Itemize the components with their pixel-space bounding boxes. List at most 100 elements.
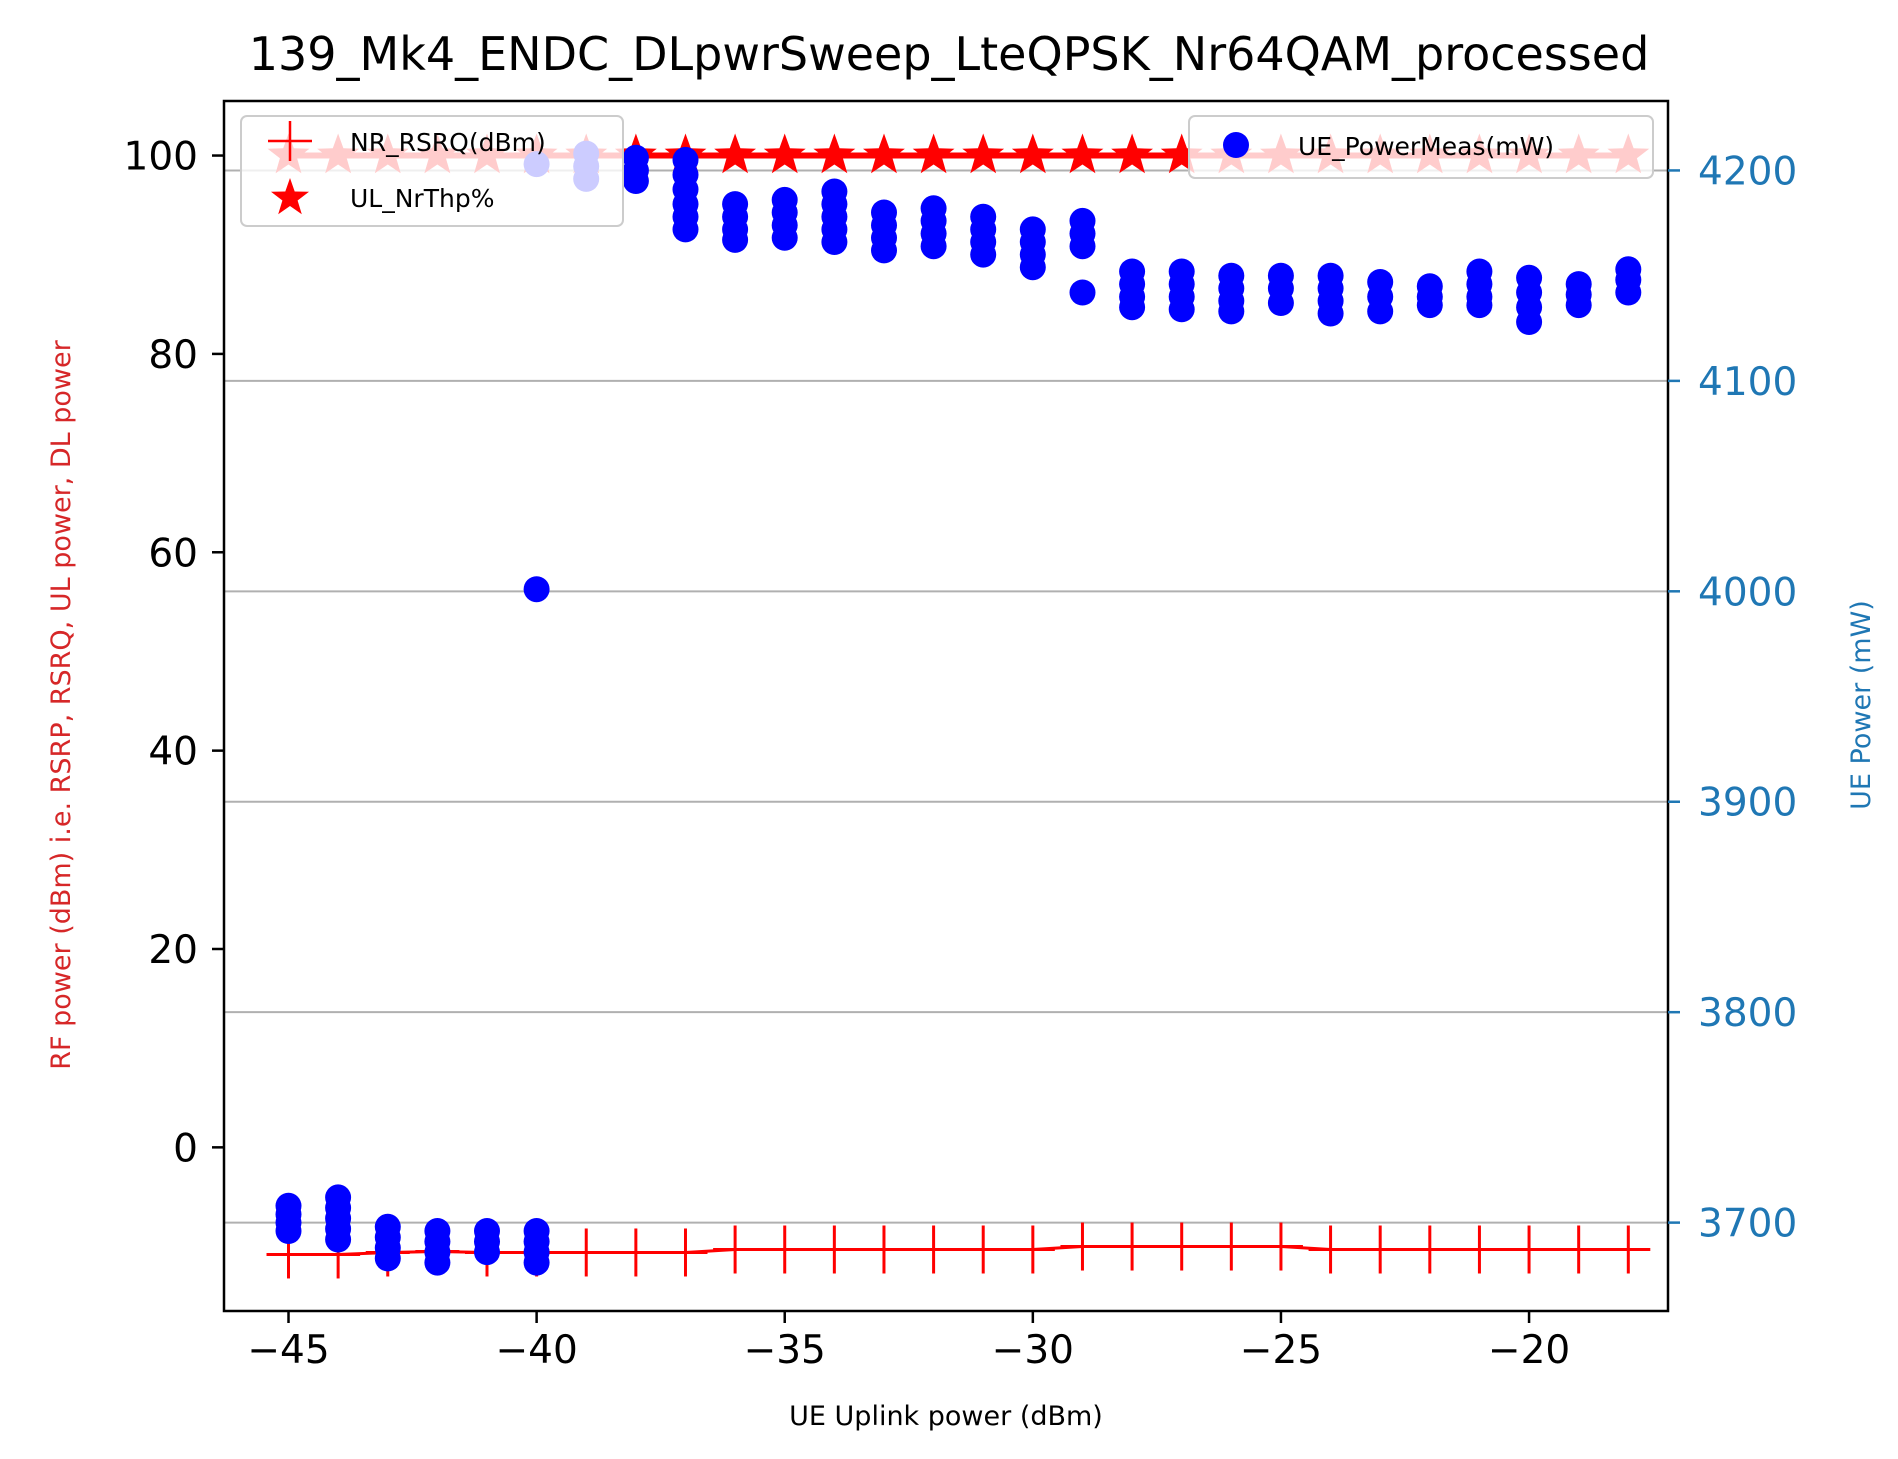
ue-power-point	[1367, 298, 1394, 325]
nr-rsrq-point	[1110, 1222, 1155, 1271]
left-y-tick-label: 100	[124, 135, 198, 180]
plot-frame	[222, 99, 1670, 1313]
ue-power-point	[523, 576, 550, 603]
x-axis: −45 −40 −35 −30 −25 −20	[247, 1311, 1570, 1373]
left-y-tick-label: 40	[148, 730, 198, 775]
ue-power-point	[1516, 309, 1543, 335]
ue-power-point	[970, 241, 997, 268]
ue-power-point	[1119, 294, 1146, 321]
ue-power-point	[1615, 279, 1642, 306]
ue-power-point	[1267, 290, 1294, 316]
ue-power-point	[523, 1249, 550, 1276]
ue-power-point	[1466, 292, 1493, 319]
nr-rsrq-point	[564, 1228, 609, 1277]
ue-power-point	[374, 1245, 401, 1272]
nr-rsrq-point	[1159, 1222, 1204, 1271]
left-y-axis: 0 20 40 60 80 100	[124, 135, 224, 1171]
ul-nrthp-point	[714, 133, 756, 174]
nr-rsrq-point	[663, 1228, 708, 1277]
nr-rsrq-point	[1209, 1222, 1254, 1271]
nr-rsrq-point	[1308, 1225, 1353, 1274]
nr-rsrq-point	[1258, 1222, 1303, 1271]
right-y-axis-label: UE Power (mW)	[1846, 600, 1877, 810]
ul-nrthp-point	[813, 133, 856, 174]
ul-nrthp-point	[1011, 133, 1054, 174]
nr-rsrq-point	[812, 1225, 857, 1274]
left-y-axis-label: RF power (dBm) i.e. RSRP, RSRQ, UL power…	[46, 339, 77, 1069]
x-tick-label: −40	[495, 1328, 577, 1373]
ue-power-point	[1317, 300, 1344, 327]
ue-power-point	[1069, 279, 1096, 306]
ue-power-point	[275, 1218, 302, 1244]
ue-power-point	[424, 1249, 451, 1276]
nr-rsrq-point	[762, 1225, 807, 1274]
nr-rsrq-point	[1457, 1225, 1502, 1274]
x-tick-label: −45	[247, 1328, 329, 1373]
nr-rsrq-point	[1407, 1225, 1452, 1274]
legend-ul-nrthp-label: UL_NrThp%	[350, 184, 494, 213]
ue-power-point	[325, 1226, 352, 1253]
nr-rsrq-point	[713, 1225, 758, 1274]
legend-nr-rsrq-label: NR_RSRQ(dBm)	[350, 128, 546, 157]
nr-rsrq-point	[1507, 1225, 1552, 1274]
nr-rsrq-point	[613, 1228, 658, 1277]
ue-power-point	[771, 224, 798, 251]
ue-power-point	[622, 168, 649, 194]
x-tick-label: −20	[1488, 1328, 1570, 1373]
ue-power-point	[1416, 292, 1443, 319]
right-y-axis: 3700 3800 3900 4000 4100 4200	[1668, 149, 1797, 1247]
x-tick-label: −25	[1240, 1328, 1322, 1373]
right-y-tick-label: 4000	[1698, 570, 1797, 615]
legend-ue-power-label: UE_PowerMeas(mW)	[1298, 132, 1554, 161]
nr-rsrq-point	[1358, 1225, 1403, 1274]
legend-right: UE_PowerMeas(mW)	[1188, 115, 1654, 179]
ue-power-point	[722, 226, 749, 253]
legend-right-box	[1188, 115, 1654, 179]
right-y-tick-label: 3900	[1698, 781, 1797, 826]
ul-nrthp-point	[1061, 133, 1104, 174]
legend-ul-nrthp-marker	[271, 178, 309, 215]
x-axis-label: UE Uplink power (dBm)	[789, 1401, 1103, 1432]
legend-ue-power-marker	[1223, 132, 1249, 158]
nr-rsrq-point	[1606, 1225, 1651, 1274]
ue-power-point	[1218, 298, 1245, 325]
left-y-tick-label: 80	[148, 333, 198, 378]
ue-power-point	[672, 216, 699, 243]
nr-rsrq-point	[1556, 1225, 1601, 1274]
nr-rsrq-point	[1060, 1222, 1105, 1271]
ul-nrthp-point	[962, 133, 1005, 174]
left-y-tick-label: 60	[148, 531, 198, 576]
ue-power-point	[920, 233, 947, 260]
ue-power-point	[1019, 254, 1046, 281]
x-tick-label: −30	[992, 1328, 1074, 1373]
right-y-tick-label: 4200	[1698, 149, 1797, 194]
ue-power-point	[1565, 292, 1592, 319]
right-y-tick-label: 4100	[1698, 360, 1797, 405]
right-y-tick-label: 3800	[1698, 991, 1797, 1036]
ue-power-point	[1069, 233, 1096, 260]
ul-nrthp-point	[1160, 133, 1203, 174]
legend-nr-rsrq-marker	[268, 121, 312, 161]
left-y-tick-label: 20	[148, 928, 198, 973]
legend-left: NR_RSRQ(dBm) UL_NrThp%	[240, 115, 624, 227]
right-y-tick-label: 3700	[1698, 1202, 1797, 1247]
ue-power-point	[474, 1239, 500, 1266]
nr-rsrq-point	[911, 1225, 956, 1274]
ue-power-point	[821, 229, 848, 255]
ul-nrthp-point	[863, 133, 905, 174]
nr-rsrq-point	[1010, 1225, 1055, 1274]
x-tick-label: −35	[744, 1328, 826, 1373]
ue-power-point	[1168, 296, 1195, 323]
nr-rsrq-point	[961, 1225, 1006, 1274]
chart-title: 139_Mk4_ENDC_DLpwrSweep_LteQPSK_Nr64QAM_…	[249, 27, 1650, 81]
ul-nrthp-point	[763, 133, 806, 174]
series-nr-rsrq	[266, 1222, 1651, 1279]
legend-left-box	[240, 115, 624, 227]
ul-nrthp-point	[1111, 133, 1153, 174]
left-y-tick-label: 0	[173, 1126, 198, 1171]
ul-nrthp-point	[912, 133, 955, 174]
ue-power-point	[871, 237, 897, 264]
nr-rsrq-point	[861, 1225, 906, 1274]
